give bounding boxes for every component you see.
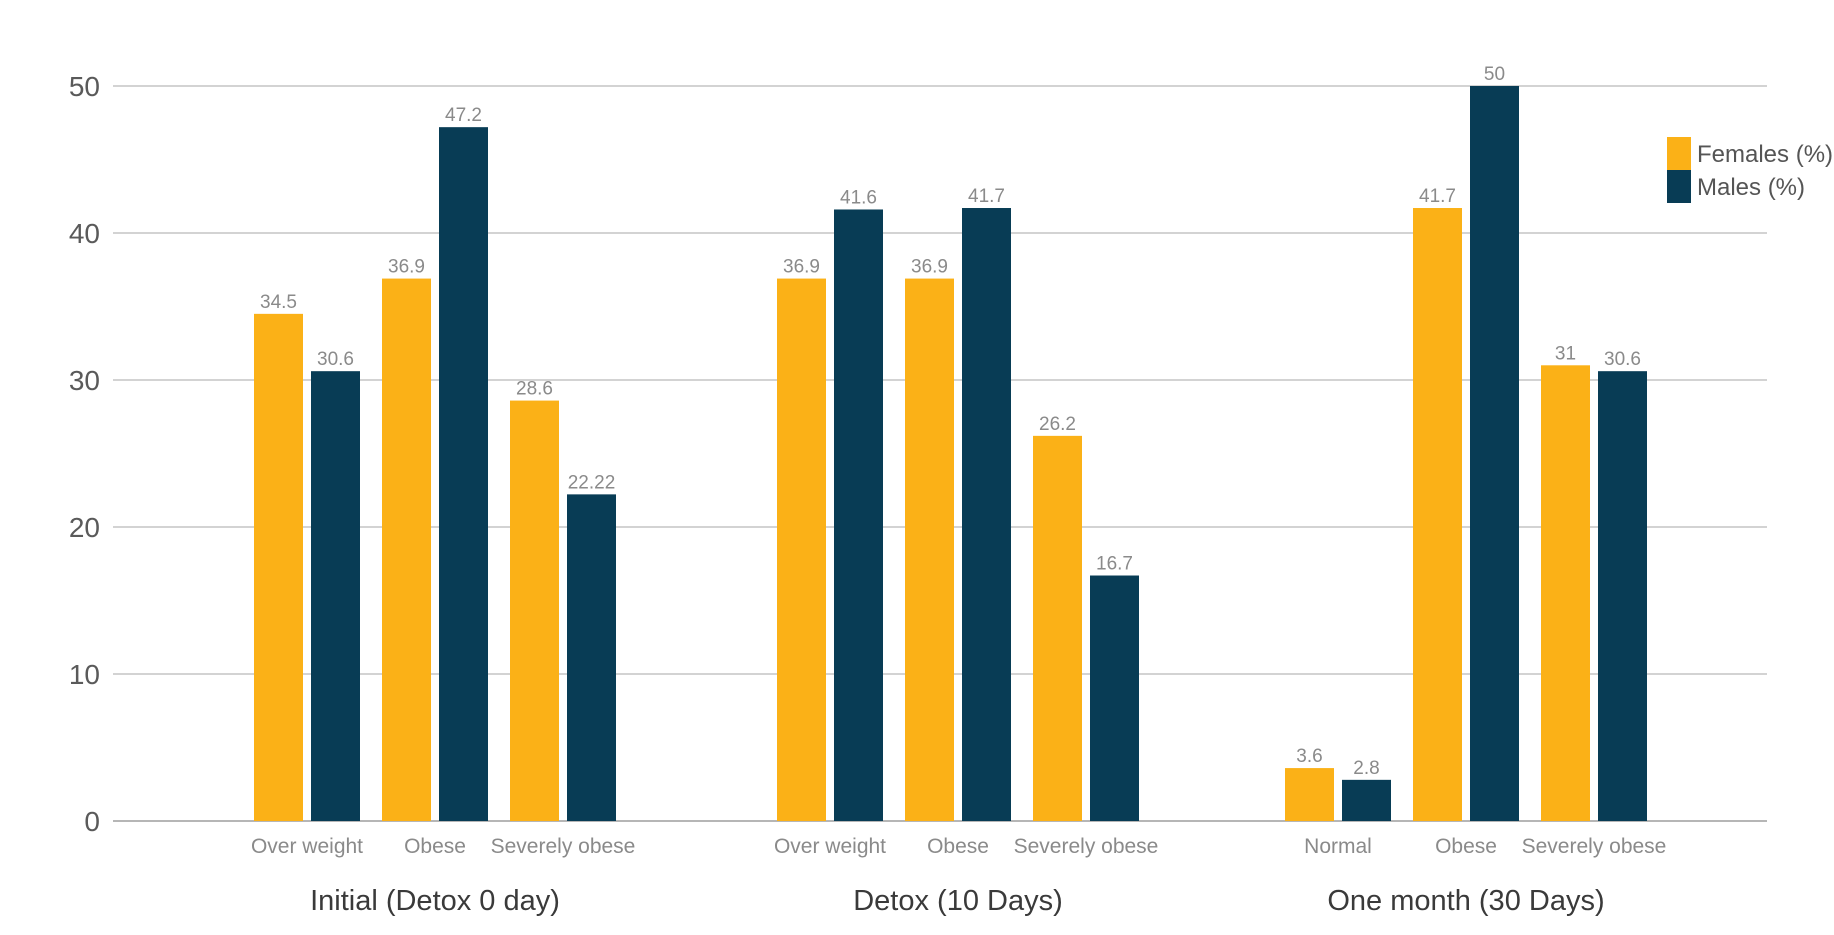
bars — [254, 86, 1647, 822]
group-label: Detox (10 Days) — [853, 885, 1063, 917]
category-label: Severely obese — [1522, 835, 1667, 858]
bar-males — [567, 494, 616, 821]
category-label: Obese — [1435, 835, 1497, 858]
bar-males — [1342, 779, 1391, 821]
group-labels: Initial (Detox 0 day) Detox (10 Days) One … — [310, 885, 1605, 917]
category-label: Over weight — [774, 835, 886, 858]
data-label: 16.7 — [1096, 554, 1133, 575]
bar-males — [1470, 86, 1519, 821]
value-labels: 34.5 30.6 36.9 47.2 28.6 22.22 36.9 41.6 36.9 41.… — [260, 64, 1641, 779]
data-label: 36.9 — [388, 257, 425, 278]
legend-swatch-males — [1667, 170, 1691, 203]
data-label: 36.9 — [783, 257, 820, 278]
data-label: 26.2 — [1039, 414, 1076, 435]
data-label: 50 — [1484, 64, 1505, 85]
bar-males — [1090, 575, 1139, 821]
bar-females — [382, 278, 431, 821]
bar-females — [905, 278, 954, 821]
data-label: 3.6 — [1296, 746, 1322, 767]
y-axis-ticks: 0 10 20 30 40 50 — [69, 71, 100, 837]
data-label: 22.22 — [568, 472, 616, 493]
legend: Females (%) Males (%) — [1667, 137, 1833, 203]
data-label: 41.6 — [840, 187, 877, 208]
category-label: Obese — [404, 835, 466, 858]
legend-swatch-females — [1667, 137, 1691, 170]
legend-label-females: Females (%) — [1697, 141, 1833, 168]
y-tick-label: 40 — [69, 218, 100, 249]
bar-males — [962, 208, 1011, 821]
bar-males — [439, 127, 488, 821]
bar-males — [834, 209, 883, 822]
data-label: 36.9 — [911, 257, 948, 278]
group-label: Initial (Detox 0 day) — [310, 885, 560, 917]
bar-males — [1598, 371, 1647, 821]
bar-females — [1541, 365, 1590, 821]
category-label: Normal — [1304, 835, 1372, 858]
bar-females — [254, 313, 303, 821]
category-label: Over weight — [251, 835, 363, 858]
category-label: Severely obese — [1014, 835, 1159, 858]
group-label: One month (30 Days) — [1327, 885, 1604, 917]
y-tick-label: 20 — [69, 512, 100, 543]
data-label: 2.8 — [1353, 758, 1379, 779]
data-label: 28.6 — [516, 379, 553, 400]
category-label: Obese — [927, 835, 989, 858]
category-label: Severely obese — [491, 835, 636, 858]
data-label: 41.7 — [968, 186, 1005, 207]
bar-females — [1033, 435, 1082, 821]
data-label: 34.5 — [260, 292, 297, 313]
y-tick-label: 0 — [84, 806, 100, 837]
bar-females — [1285, 768, 1334, 821]
bar-males — [311, 371, 360, 821]
y-tick-label: 30 — [69, 365, 100, 396]
legend-label-males: Males (%) — [1697, 174, 1805, 201]
data-label: 30.6 — [317, 349, 354, 370]
data-label: 30.6 — [1604, 349, 1641, 370]
y-tick-label: 50 — [69, 71, 100, 102]
y-tick-label: 10 — [69, 659, 100, 690]
bar-females — [510, 400, 559, 821]
bar-females — [1413, 208, 1462, 821]
data-label: 41.7 — [1419, 186, 1456, 207]
category-labels: Over weight Obese Severely obese Over weigh… — [251, 835, 1666, 858]
data-label: 31 — [1555, 343, 1576, 364]
data-label: 47.2 — [445, 105, 482, 126]
bar-females — [777, 278, 826, 821]
